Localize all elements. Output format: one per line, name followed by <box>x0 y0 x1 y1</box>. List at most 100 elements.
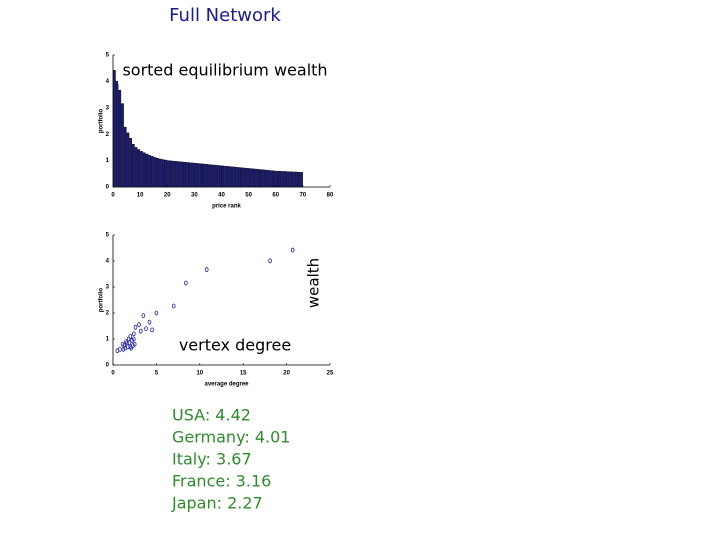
bar <box>150 156 154 188</box>
bar <box>159 158 162 188</box>
point <box>184 280 188 286</box>
bar <box>251 168 255 188</box>
label-bg <box>304 240 324 326</box>
bar <box>134 147 138 188</box>
point <box>115 348 120 354</box>
point <box>290 247 295 253</box>
point <box>144 326 148 332</box>
bar <box>156 158 160 188</box>
bar <box>140 151 143 188</box>
point <box>141 313 146 319</box>
x-tick-label: 30 <box>191 193 198 199</box>
bar <box>224 165 227 188</box>
point <box>137 322 141 328</box>
bar <box>262 169 265 188</box>
bar <box>194 163 198 188</box>
point <box>138 328 143 334</box>
point <box>120 341 125 347</box>
x-tick-label: 40 <box>218 193 225 199</box>
bar <box>229 166 233 188</box>
bar <box>202 163 206 188</box>
bar <box>167 160 170 188</box>
bar <box>218 165 222 188</box>
bar <box>164 159 168 188</box>
bar <box>237 167 241 188</box>
overlay: sorted equilibrium wealth wealth vertex … <box>118 58 332 358</box>
bar <box>254 168 257 188</box>
bar <box>197 163 200 188</box>
bar <box>300 172 303 188</box>
y-tick-label: 0 <box>106 363 110 369</box>
note: Italy: 3.67 <box>172 450 252 469</box>
bar <box>199 163 203 188</box>
x-tick-label: 50 <box>245 193 252 199</box>
bar <box>232 166 236 188</box>
bar <box>123 126 127 188</box>
bar <box>126 132 130 188</box>
bar <box>278 170 282 188</box>
point <box>124 339 128 345</box>
x-tick-label: 10 <box>137 193 144 199</box>
point <box>147 319 152 325</box>
bar <box>297 172 301 188</box>
point <box>123 345 127 351</box>
x-tick-label: 25 <box>327 371 334 377</box>
bar <box>245 168 249 188</box>
bar <box>161 159 165 188</box>
x-tick-label: 5 <box>155 371 159 377</box>
bar <box>259 169 263 188</box>
bar <box>188 162 192 188</box>
overlay-label: wealth <box>305 258 323 308</box>
bar <box>142 152 146 188</box>
bar <box>275 170 279 188</box>
y-tick-label: 0 <box>106 185 110 191</box>
x-tick-label: 15 <box>240 371 247 377</box>
bar <box>131 144 135 188</box>
y-tick-label: 1 <box>106 158 110 164</box>
bar <box>115 80 119 188</box>
x-tick-label: 20 <box>283 371 290 377</box>
bar <box>186 162 189 188</box>
label-bg <box>118 58 332 84</box>
bar <box>264 169 268 188</box>
bar <box>286 171 290 188</box>
overlay-label: sorted equilibrium wealth <box>122 61 327 80</box>
point <box>171 303 176 309</box>
bar <box>248 168 252 188</box>
bar <box>145 153 149 188</box>
point <box>132 331 136 337</box>
note: Germany: 4.01 <box>172 428 290 447</box>
point <box>133 324 138 330</box>
y-tick-label: 2 <box>106 132 110 138</box>
note: Japan: 2.27 <box>171 494 263 513</box>
slide-title: Full Network <box>169 5 281 26</box>
notes: USA: 4.42 Germany: 4.01 Italy: 3.67 Fran… <box>171 406 290 513</box>
point <box>204 267 209 272</box>
bar <box>148 155 151 188</box>
x-tick-label: 80 <box>327 193 334 199</box>
label-bg <box>172 334 300 358</box>
point <box>132 336 136 342</box>
note: France: 3.16 <box>172 472 271 491</box>
bar <box>153 157 157 188</box>
bar <box>172 160 176 188</box>
bar <box>294 171 298 188</box>
point <box>154 310 159 316</box>
bar <box>270 170 274 188</box>
bar <box>175 161 179 188</box>
bar <box>256 169 260 188</box>
y-tick-label: 1 <box>106 337 110 343</box>
point <box>125 340 129 346</box>
bar <box>137 149 141 188</box>
bar <box>207 164 211 188</box>
bar <box>216 165 219 188</box>
x-tick-label: 0 <box>111 193 115 199</box>
bar <box>283 171 287 188</box>
y-tick-label: 4 <box>106 79 110 85</box>
x-axis-label: price rank <box>212 204 241 210</box>
y-axis-label: portfolio <box>99 109 105 134</box>
point <box>128 344 133 350</box>
point <box>268 258 272 264</box>
